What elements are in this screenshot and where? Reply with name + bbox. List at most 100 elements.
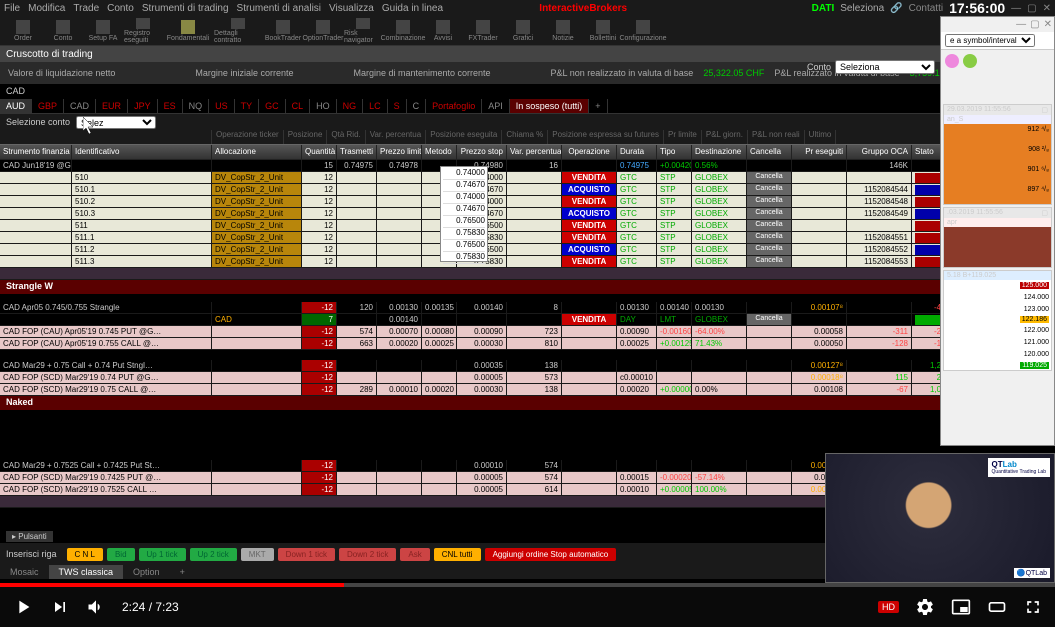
tab-aud[interactable]: AUD (0, 99, 32, 113)
btn-mkt[interactable]: MKT (241, 548, 274, 561)
hdr-id[interactable]: Identificativo (72, 145, 212, 159)
tool-grafici[interactable]: Grafici (504, 18, 542, 44)
tab-tws[interactable]: TWS classica (49, 565, 124, 579)
table-row[interactable]: 510.2DV_CopStr_2_Unit120.74000VENDITAGTC… (0, 196, 1055, 208)
menu-trade[interactable]: Trade (73, 3, 99, 14)
menu-strumenti-analisi[interactable]: Strumenti di analisi (237, 3, 321, 14)
btn-stopauto[interactable]: Aggiungi ordine Stop automatico (485, 548, 617, 561)
tab-s[interactable]: S (388, 99, 407, 113)
hdr-alloc[interactable]: Allocazione (212, 145, 302, 159)
tool-fxtrader[interactable]: FXTrader (464, 18, 502, 44)
tab-api[interactable]: API (482, 99, 510, 113)
table-row[interactable]: CAD FOP (CAU) Apr05'19 0.745 PUT @G…-125… (0, 326, 1055, 338)
tab-add[interactable]: + (589, 99, 607, 113)
tab-jpy[interactable]: JPY (128, 99, 158, 113)
hdr-qty[interactable]: Quantità (302, 145, 337, 159)
tool-dettagli[interactable]: Dettagli contratto (214, 18, 262, 44)
btn-up1[interactable]: Up 1 tick (139, 548, 186, 561)
menu-conto[interactable]: Conto (107, 3, 134, 14)
table-row[interactable]: CAD Apr05 0.745/0.755 Strangle-121200.00… (0, 302, 1055, 314)
tab-mosaic[interactable]: Mosaic (0, 565, 49, 579)
sp-ind-icon[interactable] (945, 54, 959, 68)
sp-min-icon[interactable]: — (1016, 19, 1026, 30)
next-icon[interactable] (50, 597, 70, 617)
table-row[interactable]: CAD Mar29 + 0.75 Call + 0.74 Put Stngl…-… (0, 360, 1055, 372)
menu-guida[interactable]: Guida in linea (382, 3, 443, 14)
tool-option[interactable]: OptionTrader (304, 18, 342, 44)
strangle-header[interactable]: Strangle W -439 1,568 (0, 280, 1055, 294)
tool-notizie[interactable]: Notizie (544, 18, 582, 44)
tab-cad[interactable]: CAD (64, 99, 96, 113)
tool-booktrader[interactable]: BookTrader (264, 18, 302, 44)
tab-ty[interactable]: TY (235, 99, 260, 113)
hdr-stop[interactable]: Prezzo stop (457, 145, 507, 159)
tool-combinazione[interactable]: Combinazione (384, 18, 422, 44)
seleziona-label[interactable]: Seleziona (840, 3, 884, 14)
tab-cl[interactable]: CL (286, 99, 311, 113)
min-icon[interactable]: — (1011, 3, 1021, 14)
tab-add-layout[interactable]: + (170, 565, 195, 579)
tool-fondamentali[interactable]: Fondamentali (164, 18, 212, 44)
hd-badge[interactable]: HD (878, 601, 899, 613)
menu-visualizza[interactable]: Visualizza (329, 3, 374, 14)
link-icon[interactable]: 🔗 (890, 3, 902, 14)
menu-strumenti-trading[interactable]: Strumenti di trading (142, 3, 229, 14)
tool-avvisi[interactable]: Avvisi (424, 18, 462, 44)
hdr-preseg[interactable]: Pr eseguiti (792, 145, 847, 159)
tab-gbp[interactable]: GBP (32, 99, 64, 113)
tool-setupfa[interactable]: Setup FA (84, 18, 122, 44)
tab-nq[interactable]: NQ (183, 99, 210, 113)
settings-icon[interactable] (915, 597, 935, 617)
table-row[interactable]: 511.2DV_CopStr_2_Unit120.76500ACQUISTOGT… (0, 244, 1055, 256)
naked-header[interactable]: Naked 442 2,267 (0, 396, 1055, 410)
btn-down1[interactable]: Down 1 tick (278, 548, 335, 561)
conto-select[interactable]: Seleziona (835, 60, 935, 74)
hdr-canc[interactable]: Cancella (747, 145, 792, 159)
tool-bollettini[interactable]: Bollettini (584, 18, 622, 44)
btn-cnl[interactable]: C N L (67, 548, 103, 561)
volume-icon[interactable] (86, 597, 106, 617)
table-row[interactable]: 511DV_CopStr_2_Unit120.76500VENDITAGTCST… (0, 220, 1055, 232)
tab-eur[interactable]: EUR (96, 99, 128, 113)
tab-portafoglio[interactable]: Portafoglio (426, 99, 482, 113)
miniplayer-icon[interactable] (951, 597, 971, 617)
pulsanti-toggle[interactable]: ▸ Pulsanti (6, 531, 53, 542)
tab-ng[interactable]: NG (337, 99, 364, 113)
btn-cnltutti[interactable]: CNL tutti (434, 548, 481, 561)
table-row[interactable]: CAD70.00140VENDITADAYLMTGLOBEXCancella (0, 314, 1055, 326)
table-row[interactable]: 511.3DV_CopStr_2_Unit120.75830VENDITAGTC… (0, 256, 1055, 268)
menu-modifica[interactable]: Modifica (28, 3, 65, 14)
tab-c[interactable]: C (407, 99, 427, 113)
btn-bid[interactable]: Bid (107, 548, 135, 561)
hdr-oca[interactable]: Gruppo OCA (847, 145, 912, 159)
tab-sospeso[interactable]: In sospeso (tutti) (510, 99, 590, 113)
table-row[interactable]: 510.3DV_CopStr_2_Unit120.74670ACQUISTOGT… (0, 208, 1055, 220)
sp-close-icon[interactable]: ✕ (1044, 19, 1052, 30)
sp-max-icon[interactable]: ▢ (1030, 19, 1039, 30)
hdr-tipo[interactable]: Tipo (657, 145, 692, 159)
sp-symbol-select[interactable]: e a symbol/interval (945, 34, 1035, 47)
tab-ho[interactable]: HO (310, 99, 337, 113)
btn-down2[interactable]: Down 2 tick (339, 548, 396, 561)
tool-order[interactable]: Order (4, 18, 42, 44)
menu-file[interactable]: File (4, 3, 20, 14)
sp-expand-icon[interactable]: ▢ (1041, 106, 1048, 114)
play-icon[interactable] (12, 596, 34, 618)
sp-expand2-icon[interactable]: ▢ (1041, 209, 1048, 217)
hdr-lim[interactable]: Prezzo limite (377, 145, 422, 159)
tab-us[interactable]: US (209, 99, 235, 113)
tab-option[interactable]: Option (123, 565, 170, 579)
tool-conto[interactable]: Conto (44, 18, 82, 44)
contatti-label[interactable]: Contatti (909, 3, 943, 14)
table-row[interactable]: 511.1DV_CopStr_2_Unit120.75830VENDITAGTC… (0, 232, 1055, 244)
tab-gc[interactable]: GC (259, 99, 286, 113)
tab-es[interactable]: ES (158, 99, 183, 113)
close-icon[interactable]: ✕ (1043, 3, 1051, 14)
hdr-instrument[interactable]: Strumento finanzia (0, 145, 72, 159)
hdr-var[interactable]: Var. percentua (507, 145, 562, 159)
hdr-op[interactable]: Operazione (562, 145, 617, 159)
hdr-met[interactable]: Metodo (422, 145, 457, 159)
table-row[interactable]: 510.1DV_CopStr_2_Unit120.74670ACQUISTOGT… (0, 184, 1055, 196)
hdr-stato[interactable]: Stato (912, 145, 942, 159)
table-row[interactable]: CAD FOP (SCD) Mar29'19 0.74 PUT @G…-120.… (0, 372, 1055, 384)
